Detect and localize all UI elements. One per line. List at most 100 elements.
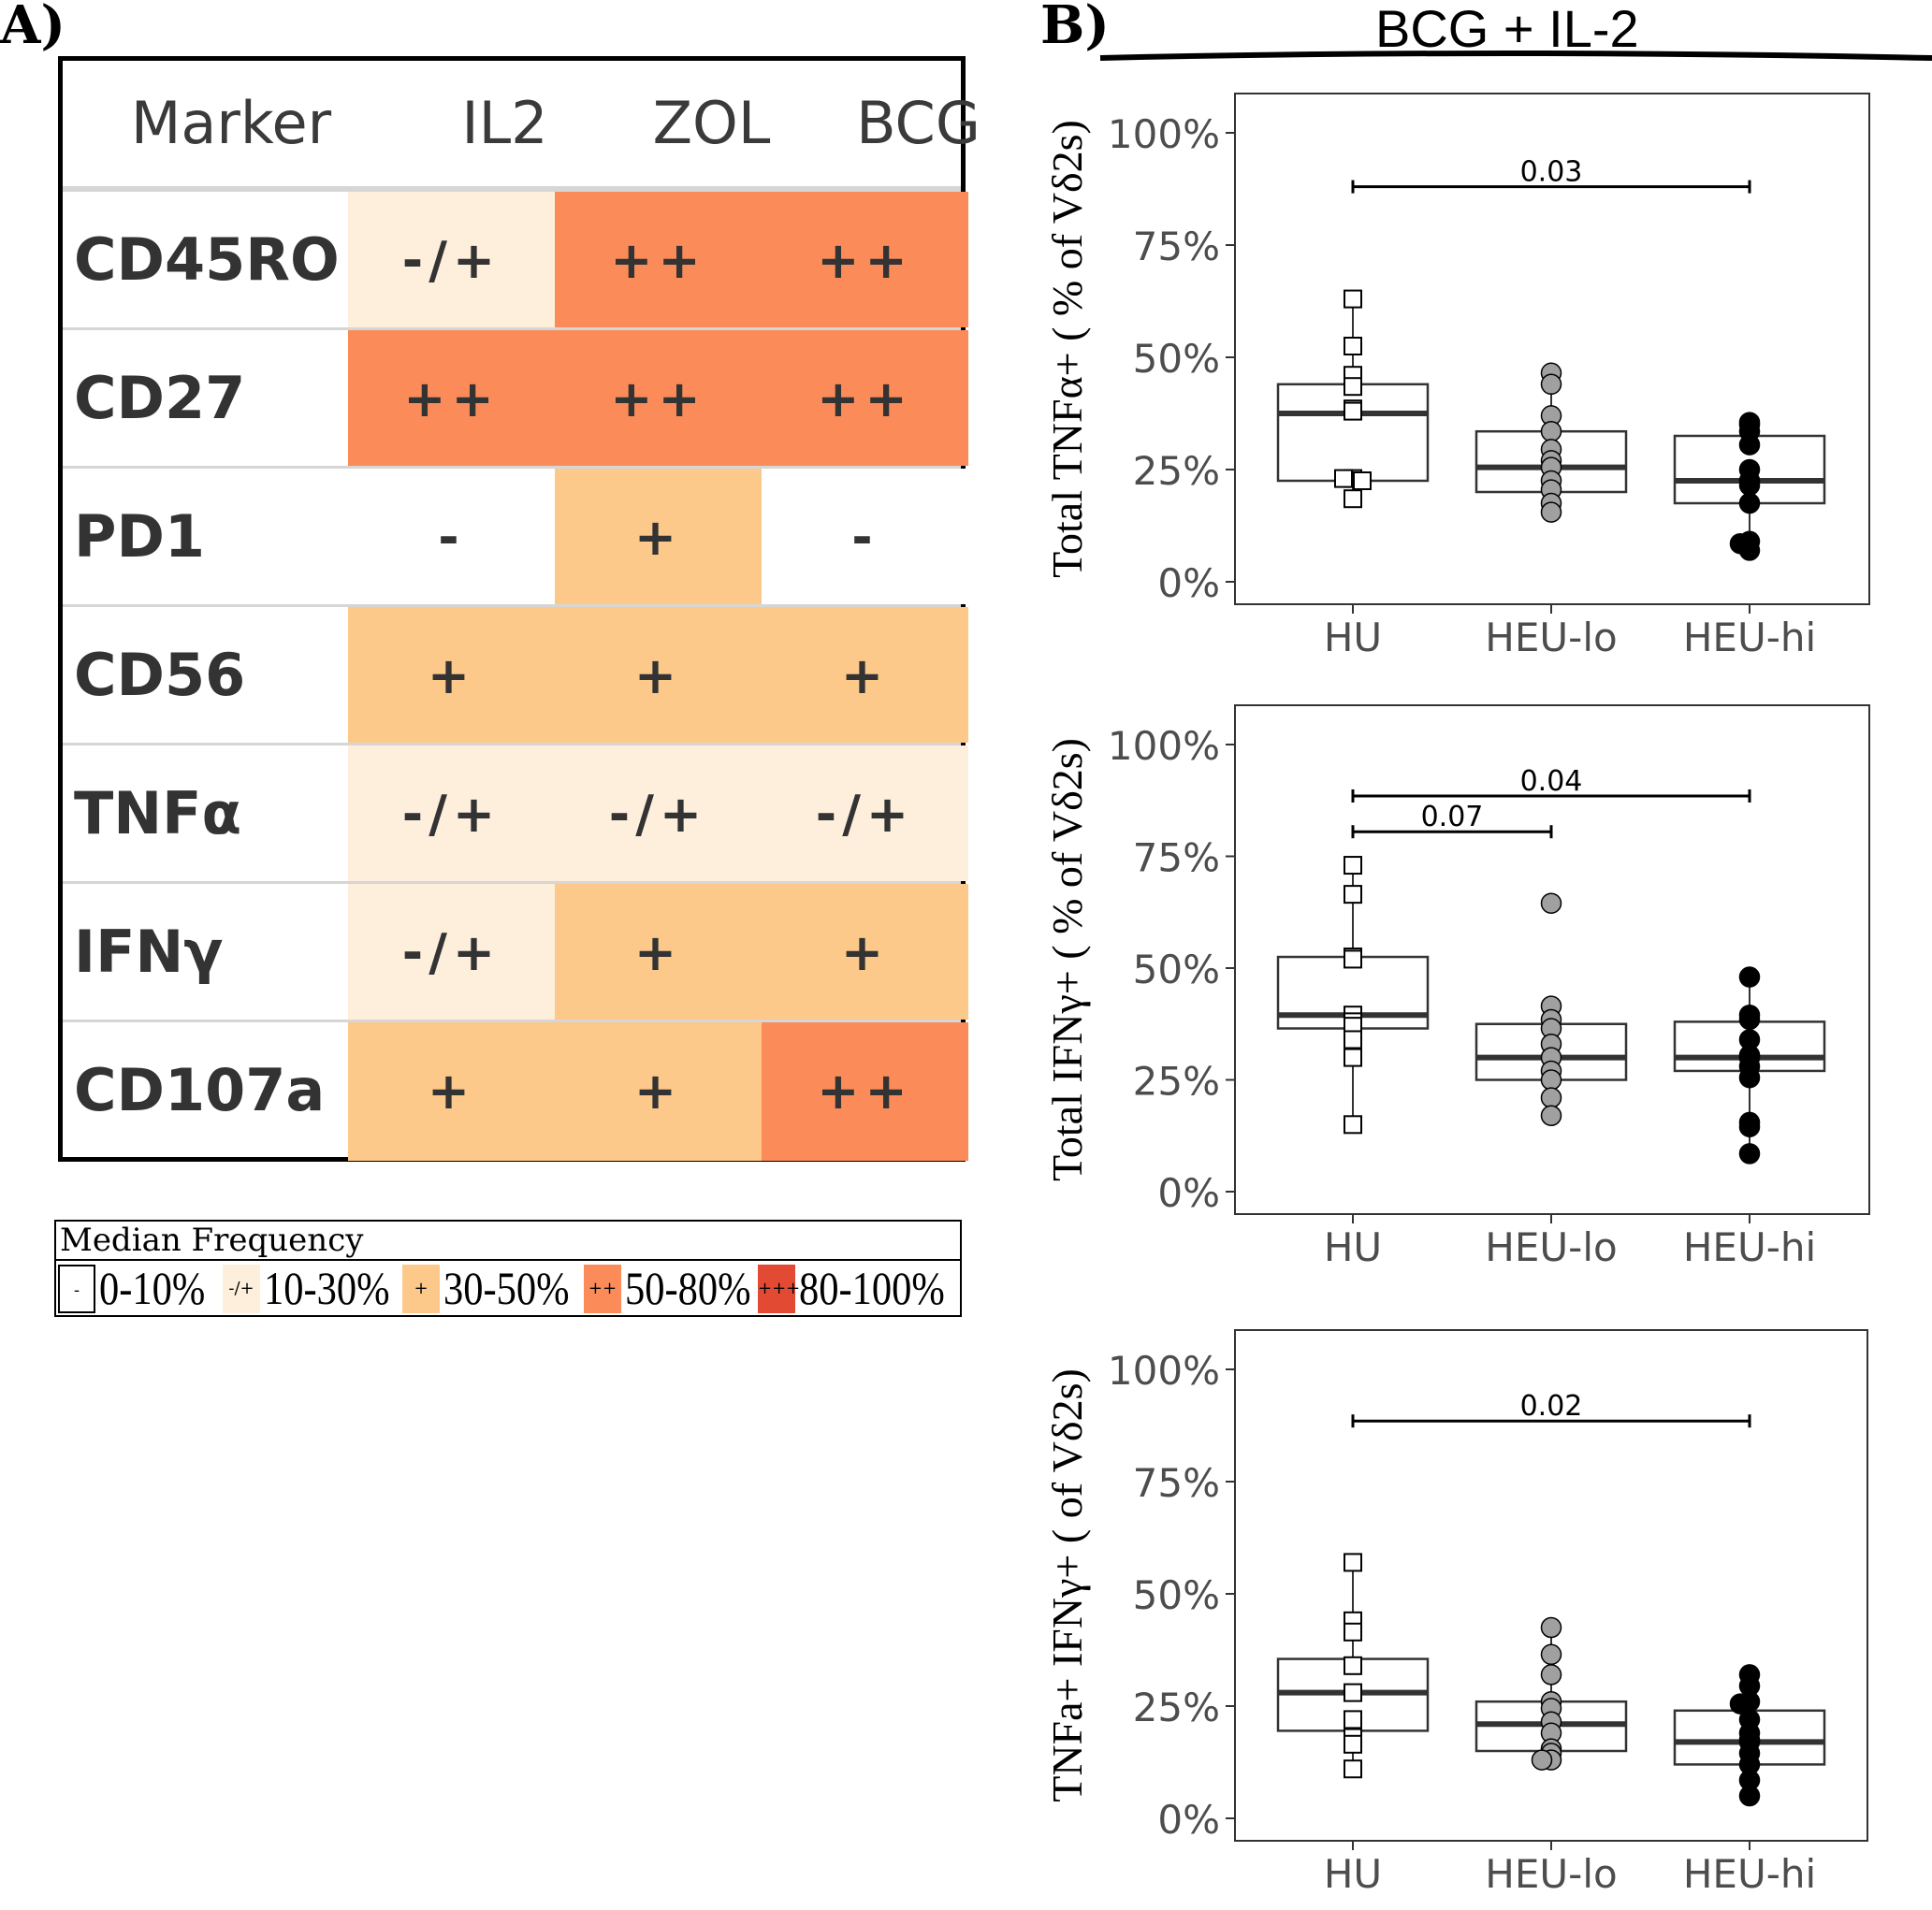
y-tick-label: 50% [1133,1572,1220,1618]
y-tick-label: 75% [1133,1460,1220,1506]
p-value-label: 0.04 [1520,765,1583,798]
header-zol: ZOL [652,89,771,157]
header-marker: Marker [130,89,332,157]
legend-items: -0-10% -/+ 10-30% +30-50% ++ 50-80% +++ 80-100% [56,1259,960,1319]
marker-name: IFNγ [74,918,224,986]
heatmap-cell: + [348,607,555,743]
heatmap-cell: ++ [555,330,762,466]
data-point-square [1344,1759,1362,1779]
data-point-circle [1540,1616,1562,1639]
x-tick-label: HU [1324,1224,1382,1270]
y-tick-label: 100% [1108,723,1220,769]
data-point-circle [1738,474,1761,497]
heatmap-cell: + [555,1022,762,1161]
heatmap-cell: + [348,1022,555,1161]
data-point-square [1344,489,1362,509]
data-point-circle [1738,1785,1761,1807]
legend-range-label: 10-30% [264,1262,390,1314]
panel-a-label: A) [0,0,65,56]
data-point-square [1344,289,1362,309]
header-bcg: BCG [856,89,981,157]
data-point-circle [1738,1143,1761,1165]
data-point-square [1353,471,1372,490]
data-point-circle [1540,892,1562,914]
data-point-circle [1540,1069,1562,1091]
table-row: CD45RO -/+ ++ ++ [63,192,968,330]
x-tick-label: HEU-hi [1683,1851,1816,1897]
data-point-circle [1540,1643,1562,1666]
title-underline [1099,51,1932,61]
data-point-square [1344,949,1362,969]
x-tick-label: HEU-lo [1485,615,1617,660]
data-point-circle [1738,1066,1761,1089]
marker-name: TNFα [74,779,242,847]
y-axis-label: Total TNFα+ ( % of Vδ2s) [1043,120,1091,578]
data-point-circle [1531,1749,1553,1771]
heatmap-cell: -/+ [555,745,762,881]
x-tick-label: HEU-lo [1485,1224,1617,1270]
heatmap-cell: + [555,884,762,1020]
legend-swatch: + [402,1265,440,1313]
marker-name: CD27 [74,364,246,432]
data-point-square [1344,1622,1362,1642]
data-point-circle [1729,1693,1751,1715]
table-row: PD1 - + - [63,469,968,607]
marker-name: CD56 [74,641,246,709]
y-tick-label: 25% [1133,448,1220,494]
header-il2: IL2 [461,89,548,157]
y-tick-label: 50% [1133,947,1220,992]
y-axis-label: Total IFNγ+ ( % of Vδ2s) [1043,738,1091,1181]
marker-name: CD107a [74,1056,326,1124]
legend-swatch: ++ [584,1265,621,1313]
data-point-circle [1738,1116,1761,1137]
data-point-circle [1540,420,1562,442]
data-point-circle [1738,966,1761,988]
data-point-circle [1540,1087,1562,1108]
y-tick-label: 100% [1108,111,1220,157]
heatmap-cell: ++ [762,192,968,327]
heatmap-cell: -/+ [762,745,968,881]
heatmap-cell: + [762,884,968,1020]
y-tick-label: 25% [1133,1059,1220,1105]
heatmap-cell: + [762,607,968,743]
y-tick-label: 100% [1108,1348,1220,1394]
heatmap-cell: ++ [762,1022,968,1161]
data-point-square [1344,1710,1362,1729]
data-point-square [1344,1553,1362,1572]
heatmap-cell: + [555,469,762,604]
table-row: CD107a + + ++ [63,1022,968,1161]
legend-range-label: 0-10% [99,1262,206,1314]
heatmap-cell: ++ [762,330,968,466]
x-tick-label: HEU-hi [1683,615,1816,660]
legend-title: Median Frequency [60,1222,364,1259]
marker-name: PD1 [74,502,206,571]
y-axis-label: TNFa+ IFNγ+ ( of Vδ2s) [1043,1368,1091,1802]
table-row: CD56 + + + [63,607,968,745]
data-point-square [1344,1734,1362,1754]
data-point-square [1344,1030,1362,1049]
y-tick-label: 25% [1133,1685,1220,1730]
table-header: Marker IL2 ZOL BCG [63,61,981,192]
legend-range-label: 50-80% [625,1262,751,1314]
y-tick-label: 50% [1133,336,1220,382]
table-row: TNFα -/+ -/+ -/+ [63,745,968,884]
y-tick-label: 75% [1133,224,1220,269]
data-point-square [1344,885,1362,904]
data-point-square [1344,401,1362,421]
heatmap-cell: - [348,469,555,604]
heatmap-cell: ++ [555,192,762,327]
plot-frame [1234,704,1870,1215]
data-point-circle [1738,1008,1761,1031]
heatmap-cell: -/+ [348,884,555,1020]
data-point-circle [1540,501,1562,523]
legend-range-label: 80-100% [799,1262,945,1314]
table-row: CD27 ++ ++ ++ [63,330,968,469]
p-value-label: 0.02 [1520,1390,1583,1423]
heatmap-cell: -/+ [348,192,555,327]
y-tick-label: 0% [1157,1170,1220,1216]
table-row: IFNγ -/+ + + [63,884,968,1022]
heatmap-cell: -/+ [348,745,555,881]
panel-b-title: BCG + IL-2 [1375,0,1639,58]
data-point-circle [1540,1664,1562,1686]
